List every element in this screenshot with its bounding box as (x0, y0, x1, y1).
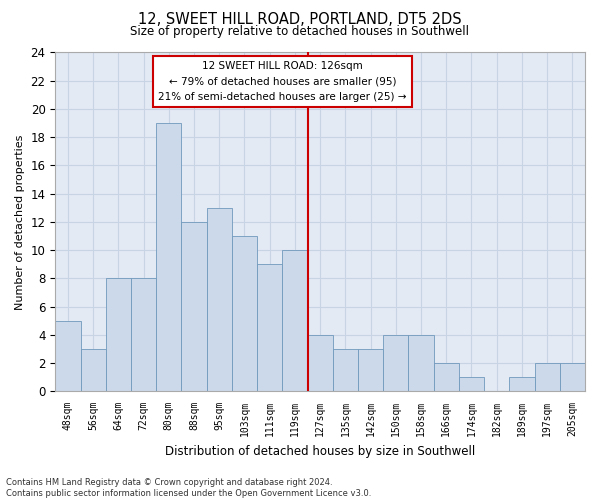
Bar (509, 377, 535, 391)
Bar (283, 250, 308, 391)
Text: Contains HM Land Registry data © Crown copyright and database right 2024.
Contai: Contains HM Land Registry data © Crown c… (6, 478, 371, 498)
Bar (409, 334, 434, 391)
Bar (181, 222, 206, 391)
Bar (535, 363, 560, 391)
Bar (358, 349, 383, 391)
Y-axis label: Number of detached properties: Number of detached properties (15, 134, 25, 310)
Bar (106, 278, 131, 391)
Bar (257, 264, 283, 391)
Bar (80, 349, 106, 391)
Bar (55, 320, 80, 391)
Bar (308, 334, 333, 391)
X-axis label: Distribution of detached houses by size in Southwell: Distribution of detached houses by size … (165, 444, 475, 458)
Bar (206, 208, 232, 391)
Bar (333, 349, 358, 391)
Bar (459, 377, 484, 391)
Bar (131, 278, 156, 391)
Bar (560, 363, 585, 391)
Text: 12, SWEET HILL ROAD, PORTLAND, DT5 2DS: 12, SWEET HILL ROAD, PORTLAND, DT5 2DS (138, 12, 462, 28)
Text: 12 SWEET HILL ROAD: 126sqm
← 79% of detached houses are smaller (95)
21% of semi: 12 SWEET HILL ROAD: 126sqm ← 79% of deta… (158, 61, 407, 102)
Text: Size of property relative to detached houses in Southwell: Size of property relative to detached ho… (131, 25, 470, 38)
Bar (383, 334, 409, 391)
Bar (156, 123, 181, 391)
Bar (434, 363, 459, 391)
Bar (232, 236, 257, 391)
